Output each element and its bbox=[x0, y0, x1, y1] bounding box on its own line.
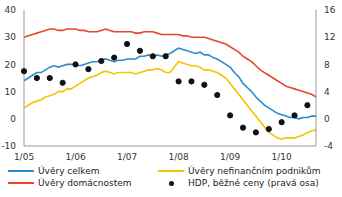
html-text:HDP, běžné ceny (pravá osa): HDP, běžné ceny (pravá osa) bbox=[188, 178, 319, 188]
svg-text:30: 30 bbox=[8, 32, 16, 42]
svg-text:1/08: 1/08 bbox=[168, 152, 188, 162]
svg-text:20: 20 bbox=[8, 60, 16, 70]
svg-text:40: 40 bbox=[8, 5, 16, 15]
svg-text:12: 12 bbox=[324, 32, 334, 42]
svg-text:8: 8 bbox=[324, 60, 330, 70]
html-text:Úvěry celkem: Úvěry celkem bbox=[38, 166, 100, 176]
svg-text:16: 16 bbox=[324, 5, 334, 15]
svg-text:-10: -10 bbox=[8, 141, 16, 151]
svg-text:1/10: 1/10 bbox=[272, 152, 292, 162]
svg-text:0: 0 bbox=[324, 114, 330, 124]
svg-text:1/05: 1/05 bbox=[14, 152, 34, 162]
svg-text:1/07: 1/07 bbox=[117, 152, 137, 162]
svg-text:-4: -4 bbox=[324, 141, 333, 151]
svg-text:10: 10 bbox=[8, 87, 16, 97]
html-text:Úvěry domácnostem: Úvěry domácnostem bbox=[38, 178, 132, 188]
svg-text:1/06: 1/06 bbox=[65, 152, 85, 162]
svg-text:4: 4 bbox=[324, 87, 330, 97]
svg-text:0: 0 bbox=[10, 114, 16, 124]
html-text:Úvěry nefinančním podnikům: Úvěry nefinančním podnikům bbox=[188, 166, 321, 176]
svg-text:1/09: 1/09 bbox=[220, 152, 240, 162]
